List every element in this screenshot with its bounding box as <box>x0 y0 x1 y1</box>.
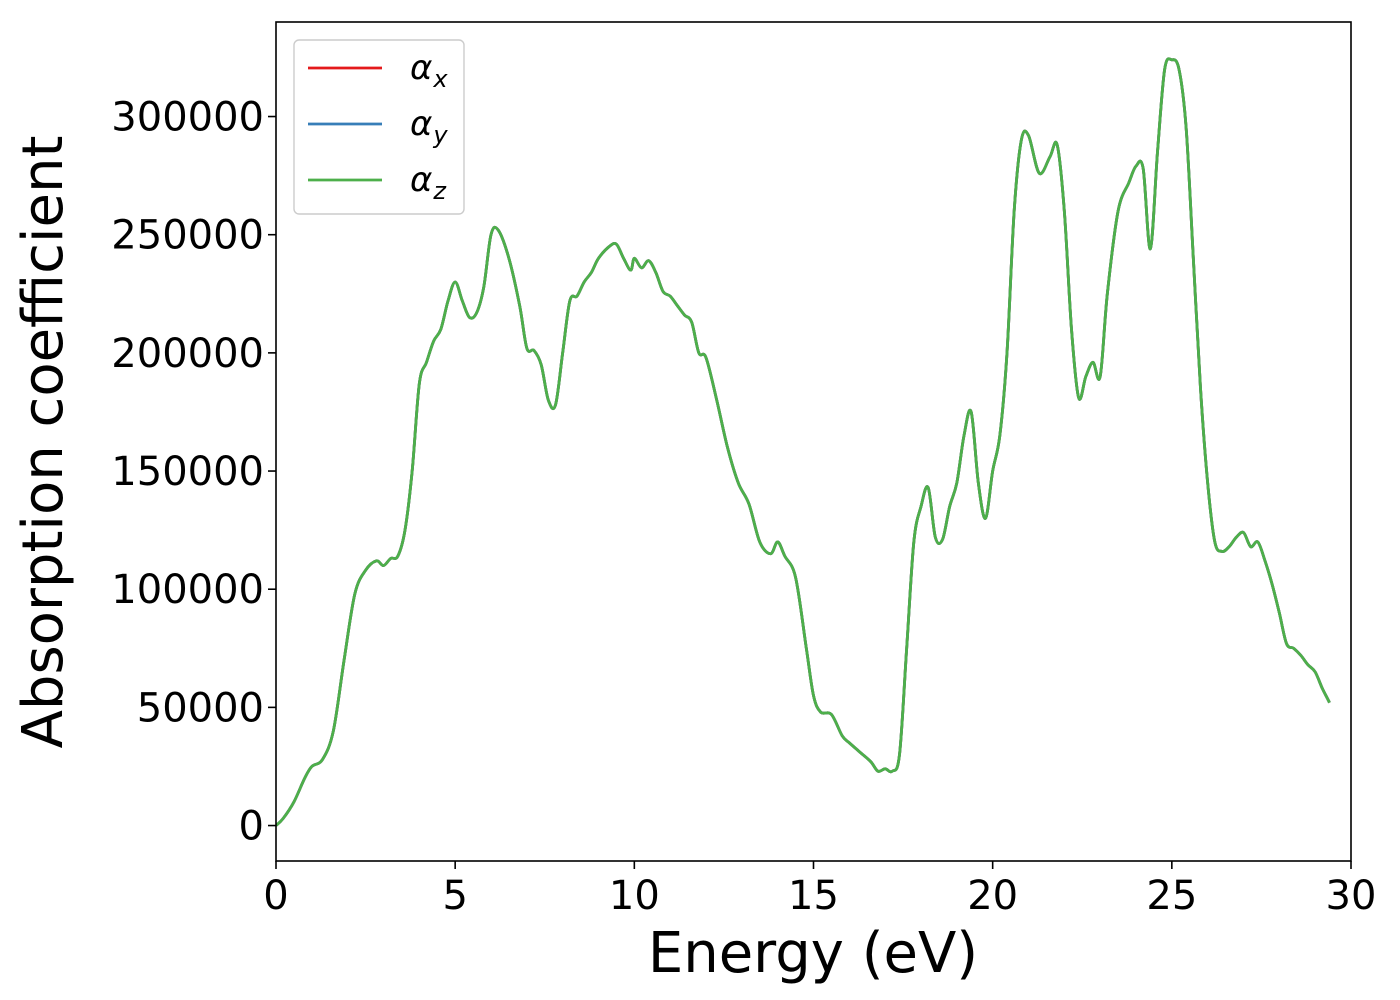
y-tick-label: 300000 <box>111 95 264 141</box>
y-tick-label: 150000 <box>111 449 264 495</box>
x-axis-title: Energy (eV) <box>648 921 978 986</box>
y-tick-label: 100000 <box>111 567 264 613</box>
x-tick-label: 25 <box>1146 873 1197 919</box>
series-lines <box>276 57 1331 827</box>
y-axis-title: Absorption coefficient <box>11 136 76 749</box>
series-line-alpha-z <box>276 57 1331 827</box>
x-tick-label: 0 <box>263 873 288 919</box>
x-tick-label: 15 <box>788 873 839 919</box>
y-tick-label: 200000 <box>111 331 264 377</box>
x-tick-label: 20 <box>967 873 1018 919</box>
x-tick-label: 5 <box>442 873 467 919</box>
legend-label-alpha-z: αz <box>410 160 447 205</box>
y-tick-label: 250000 <box>111 213 264 259</box>
legend-box <box>293 39 465 215</box>
x-tick-label: 30 <box>1326 873 1377 919</box>
x-axis-ticks: 0 5 10 15 20 25 30 <box>263 861 1376 919</box>
y-axis-ticks: 0 50000 100000 150000 200000 250000 300000 <box>111 95 276 850</box>
y-tick-label: 0 <box>239 804 264 850</box>
x-tick-label: 10 <box>609 873 660 919</box>
y-tick-label: 50000 <box>137 685 264 731</box>
